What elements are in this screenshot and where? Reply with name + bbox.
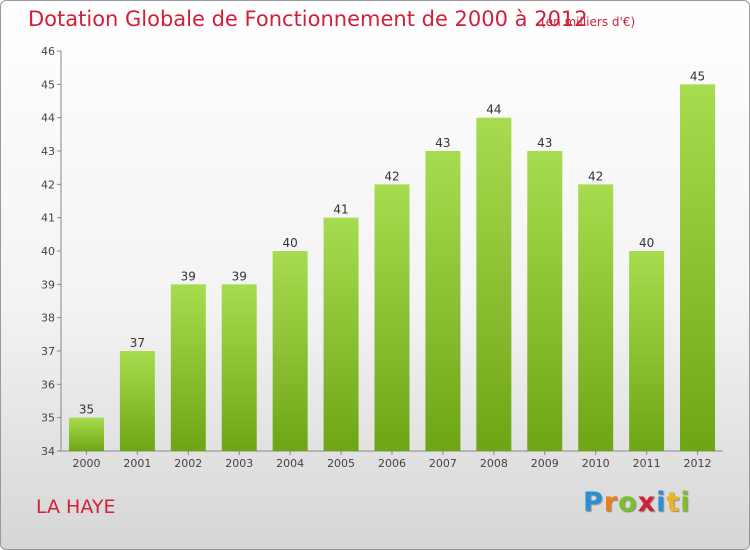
y-tick-label: 41 [41,212,55,225]
bar [374,184,410,452]
bar-value-label: 40 [639,236,654,250]
y-tick-label: 35 [41,412,55,425]
y-tick-label: 45 [41,78,55,91]
commune-name: LA HAYE [36,496,116,518]
bar-value-label: 39 [232,269,247,283]
bar [680,84,716,451]
bar [68,417,104,451]
y-axis: 34 35 36 37 38 39 40 41 42 43 44 45 46 [41,45,62,458]
logo-letter: i [680,487,691,518]
bar [527,151,563,451]
x-tick-label: 2000 [72,457,100,470]
bar [323,217,359,451]
x-tick-label: 2007 [429,457,457,470]
bar [578,184,614,452]
x-tick-label: 2011 [633,457,661,470]
y-tick-label: 38 [41,312,55,325]
bar-value-label: 45 [690,69,705,83]
y-tick-label: 39 [41,278,55,291]
bar-value-label: 43 [435,136,450,150]
bar-value-label: 41 [333,203,348,217]
bars: 35 37 39 39 40 41 42 43 44 43 42 40 45 [68,69,716,452]
logo-letter: x [637,487,657,518]
chart-title: Dotation Globale de Fonctionnement de 20… [28,7,588,31]
logo-letter: t [666,487,681,518]
x-tick-label: 2003 [225,457,253,470]
bar-value-label: 35 [79,403,94,417]
proxiti-logo: Proxiti [583,487,691,518]
bar [119,351,155,451]
logo-letter: P [583,487,604,518]
bar [476,117,512,452]
chart-unit: (en milliers d'€) [541,15,636,29]
bar [629,251,665,451]
y-tick-label: 36 [41,378,55,391]
logo-letter: i [656,487,667,518]
bar-value-label: 37 [130,336,145,350]
bar-value-label: 43 [537,136,552,150]
bar-value-label: 39 [181,269,196,283]
logo-letter: o [618,487,638,518]
bar-value-label: 44 [486,103,501,117]
bar-value-label: 42 [588,169,603,183]
x-tick-label: 2006 [378,457,406,470]
bar-value-label: 40 [283,236,298,250]
logo-letter: r [603,487,619,518]
x-tick-label: 2008 [480,457,508,470]
bar [272,251,308,451]
x-tick-label: 2005 [327,457,355,470]
x-tick-label: 2002 [174,457,202,470]
y-tick-label: 34 [41,445,55,458]
x-tick-label: 2012 [684,457,712,470]
y-tick-label: 44 [41,112,55,125]
x-axis: 2000 2001 2002 2003 2004 2005 2006 2007 2008 2009… [61,450,723,470]
y-tick-label: 37 [41,345,55,358]
bar [221,284,257,451]
x-tick-label: 2004 [276,457,304,470]
y-tick-label: 40 [41,245,55,258]
bar-value-label: 42 [384,169,399,183]
x-tick-label: 2001 [123,457,151,470]
x-tick-label: 2009 [531,457,559,470]
y-tick-label: 43 [41,145,55,158]
x-tick-label: 2010 [582,457,610,470]
bar [425,151,461,451]
y-tick-label: 42 [41,178,55,191]
y-tick-label: 46 [41,45,55,58]
bar [170,284,206,451]
